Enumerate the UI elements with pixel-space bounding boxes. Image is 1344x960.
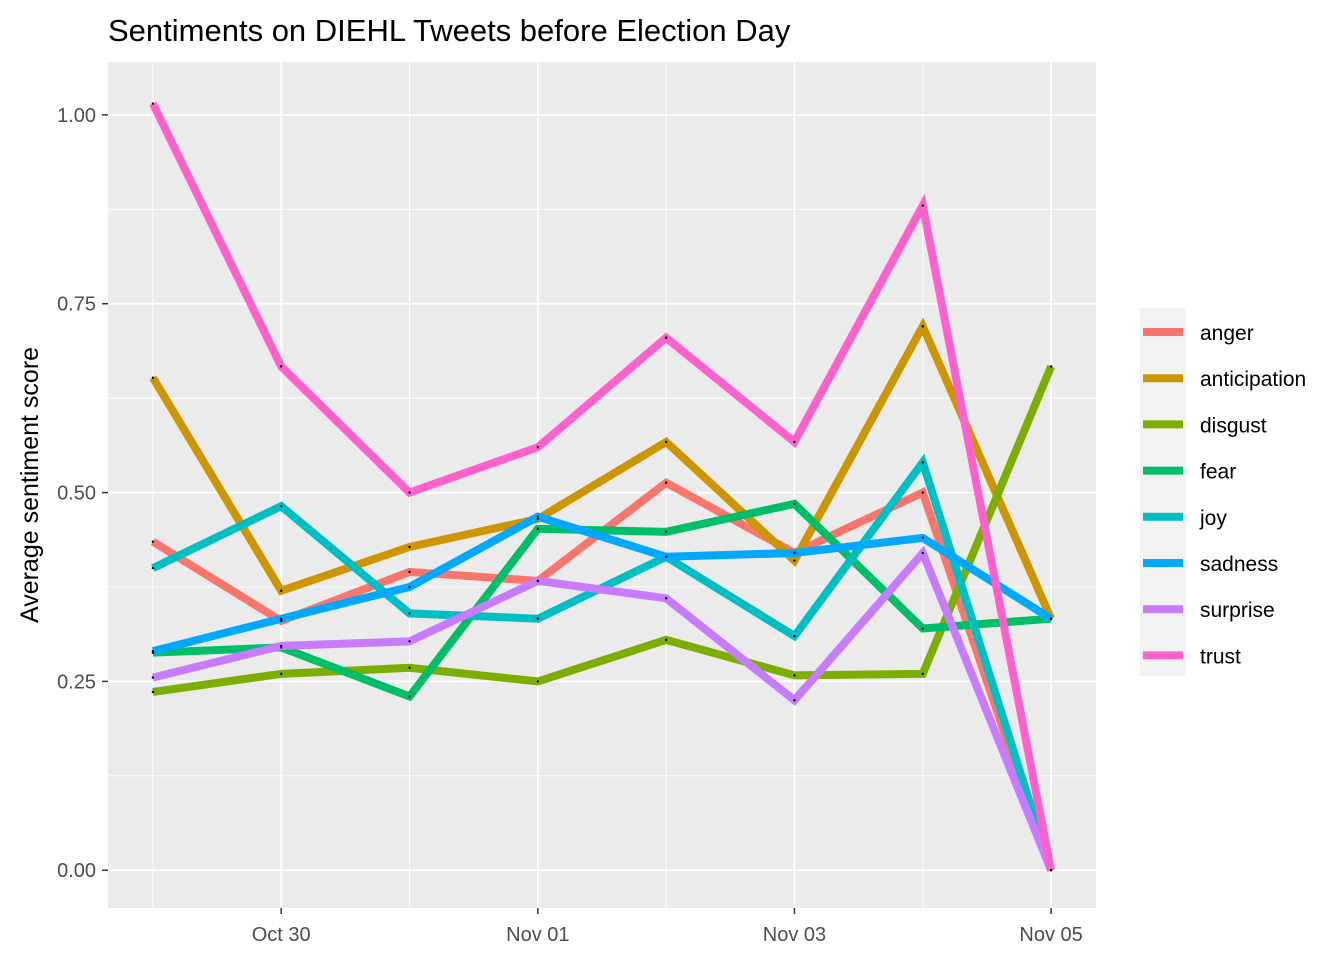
data-point-disgust xyxy=(921,672,924,676)
legend-label-anticipation: anticipation xyxy=(1200,368,1306,391)
data-point-disgust xyxy=(408,666,411,669)
data-point-joy xyxy=(151,566,155,570)
data-point-trust xyxy=(921,204,924,207)
x-tick-label: Nov 03 xyxy=(763,924,826,946)
series-line-disgust xyxy=(152,364,1055,696)
data-point-sadness xyxy=(280,617,283,620)
data-point-surprise xyxy=(280,644,283,648)
data-point-sadness xyxy=(921,536,924,540)
series-line-fear xyxy=(152,499,1052,702)
data-point-fear xyxy=(536,527,540,531)
data-point-disgust xyxy=(151,690,155,694)
data-point-surprise xyxy=(793,699,796,702)
data-point-joy xyxy=(793,634,796,638)
legend-label-joy: joy xyxy=(1199,507,1227,530)
data-point-trust xyxy=(664,336,668,339)
x-axis: Oct 30 Nov 01 Nov 03 Nov 05 xyxy=(252,908,1083,946)
legend-label-surprise: surprise xyxy=(1200,599,1275,622)
data-point-sadness xyxy=(664,555,668,558)
data-point-disgust xyxy=(793,674,796,677)
y-tick-label: 0.50 xyxy=(57,483,96,505)
data-point-sadness xyxy=(536,515,540,518)
data-point-anger xyxy=(151,540,155,543)
y-axis-title: Average sentiment score xyxy=(16,347,44,623)
series-line-sadness xyxy=(151,512,1054,656)
data-point-anticipation xyxy=(280,589,283,592)
data-point-anticipation xyxy=(793,559,796,562)
data-point-trust xyxy=(280,365,283,368)
data-point-anger xyxy=(921,491,924,494)
data-point-surprise xyxy=(408,640,411,643)
data-point-sadness xyxy=(1049,617,1053,620)
data-point-surprise xyxy=(536,579,540,583)
data-point-anger xyxy=(280,619,283,623)
data-point-joy xyxy=(921,461,924,464)
data-point-anger xyxy=(408,570,411,574)
y-tick-label: 0.25 xyxy=(57,671,96,693)
data-point-anticipation xyxy=(536,517,540,521)
data-point-fear xyxy=(793,502,796,506)
y-tick-label: 0.00 xyxy=(57,860,96,882)
data-point-anticipation xyxy=(408,545,411,549)
y-tick-label: 1.00 xyxy=(57,105,96,127)
legend-label-trust: trust xyxy=(1200,645,1241,668)
data-point-trust xyxy=(536,446,540,449)
data-point-surprise xyxy=(664,597,668,600)
legend-label-anger: anger xyxy=(1200,322,1254,345)
data-point-sadness xyxy=(408,585,411,589)
series-line-trust xyxy=(149,101,1056,871)
legend-background xyxy=(1140,308,1186,676)
series-line-surprise xyxy=(151,545,1055,872)
data-point-joy xyxy=(536,617,540,620)
x-tick-label: Oct 30 xyxy=(252,924,311,946)
data-point-surprise xyxy=(151,676,155,679)
data-point-anticipation xyxy=(151,376,155,379)
y-tick-label: 0.75 xyxy=(57,294,96,316)
legend-label-disgust: disgust xyxy=(1200,414,1267,437)
y-axis: 0.00 0.25 0.50 0.75 1.00 xyxy=(57,105,108,882)
data-point-disgust xyxy=(536,680,540,683)
data-point-fear xyxy=(408,695,411,698)
data-point-surprise xyxy=(921,551,924,555)
chart-title: Sentiments on DIEHL Tweets before Electi… xyxy=(108,13,791,48)
data-point-trust xyxy=(793,440,796,444)
data-point-trust xyxy=(151,102,155,105)
legend-label-sadness: sadness xyxy=(1200,553,1278,576)
data-point-disgust xyxy=(1049,365,1053,368)
series-line-anticipation xyxy=(149,317,1055,621)
data-point-trust xyxy=(408,491,411,494)
legend-label-fear: fear xyxy=(1200,461,1236,484)
x-tick-label: Nov 05 xyxy=(1019,924,1082,946)
data-point-fear xyxy=(921,627,924,630)
data-point-sadness xyxy=(151,649,155,653)
data-point-sadness xyxy=(793,551,796,555)
data-point-disgust xyxy=(664,638,668,642)
data-point-trust xyxy=(1049,869,1053,872)
data-point-anger xyxy=(664,481,668,484)
data-point-joy xyxy=(408,612,411,615)
data-point-anticipation xyxy=(921,325,924,328)
series-lines xyxy=(149,101,1056,872)
data-point-joy xyxy=(280,504,283,508)
legend: anger anticipation disgust fear joy sadness su… xyxy=(1143,322,1306,668)
data-point-anticipation xyxy=(664,440,668,444)
data-point-disgust xyxy=(280,672,283,676)
x-tick-label: Nov 01 xyxy=(506,924,569,946)
data-point-fear xyxy=(664,530,668,534)
